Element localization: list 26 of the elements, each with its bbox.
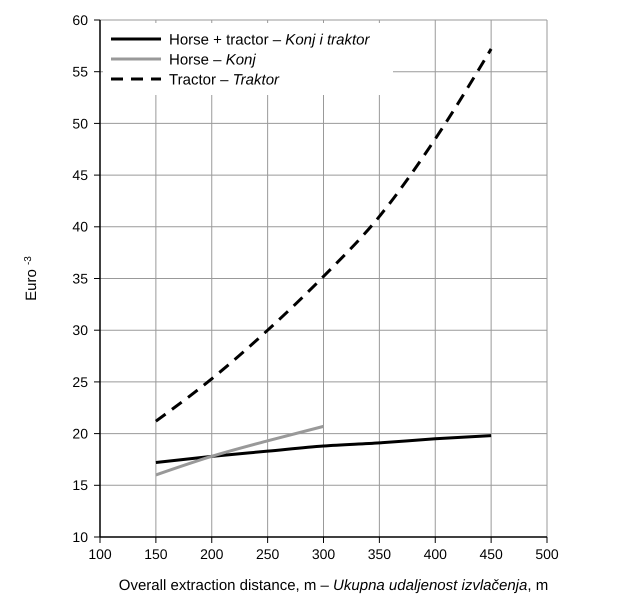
x-tick-label: 400 xyxy=(424,546,448,562)
y-tick-label: 45 xyxy=(72,167,88,183)
y-tick-label: 55 xyxy=(72,64,88,80)
x-tick-label: 450 xyxy=(479,546,504,562)
y-tick-label: 25 xyxy=(72,374,88,390)
legend-label: Horse – Konj xyxy=(169,51,256,68)
y-tick-label: 35 xyxy=(72,270,88,286)
y-tick-label: 40 xyxy=(72,218,88,235)
y-tick-label: 50 xyxy=(72,115,88,132)
y-tick-label: 30 xyxy=(72,322,88,338)
y-tick-label: 20 xyxy=(72,426,88,442)
x-tick-label: 200 xyxy=(200,546,224,562)
y-tick-label: 60 xyxy=(72,12,88,28)
x-tick-label: 250 xyxy=(256,546,280,562)
line-series xyxy=(154,47,493,423)
x-axis-title: Overall extraction distance, m – Ukupna udaljenost izvlačenja, m xyxy=(118,577,548,594)
x-tick-label: 300 xyxy=(312,546,336,562)
x-tick-label: 100 xyxy=(88,546,112,562)
x-tick-label: 150 xyxy=(144,546,168,562)
x-tick-label: 350 xyxy=(368,546,392,562)
y-tick-label: 15 xyxy=(72,477,88,494)
legend-label: Horse + tractor – Konj i traktor xyxy=(169,31,371,48)
y-tick-label: 10 xyxy=(72,528,88,545)
line-series xyxy=(154,434,493,464)
legend-label: Tractor – Traktor xyxy=(169,71,280,88)
x-tick-label: 500 xyxy=(535,546,559,562)
